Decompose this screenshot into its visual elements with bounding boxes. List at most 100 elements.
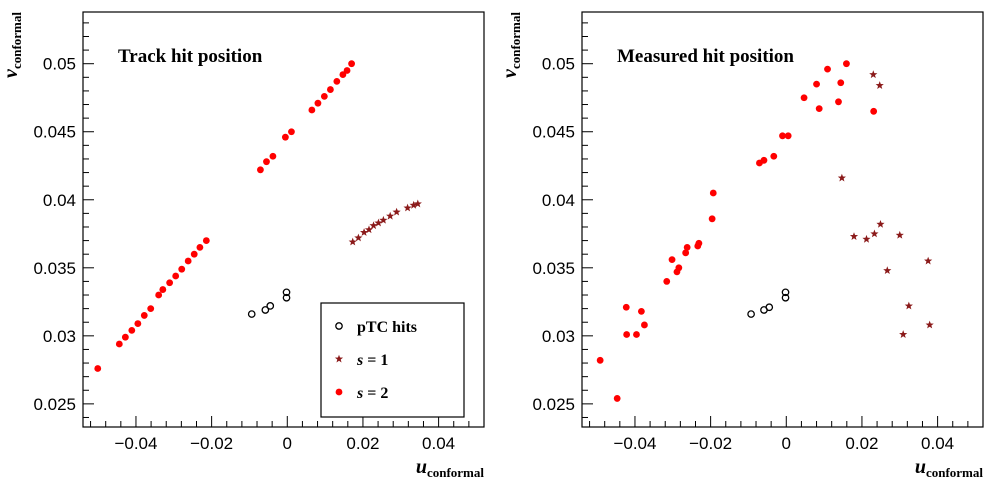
- x-tick-label: −0.04: [114, 434, 157, 453]
- data-point-s2: [121, 333, 129, 341]
- x-axis-label: uconformal: [416, 456, 485, 478]
- data-point-s2: [824, 65, 831, 73]
- series-s2: [94, 60, 355, 372]
- data-point-s1: [837, 173, 846, 182]
- data-point-s2: [140, 312, 148, 319]
- y-tick-label: 0.045: [33, 123, 76, 142]
- legend-label-s1: s = 1: [356, 352, 388, 369]
- y-tick-label: 0.025: [532, 395, 575, 414]
- data-point-s2: [760, 156, 768, 164]
- y-tick-label: 0.03: [43, 327, 76, 346]
- data-point-s1: [925, 320, 934, 329]
- legend-text-part: = 2: [363, 385, 388, 402]
- data-point-s1: [403, 203, 412, 212]
- y-axis-label-sub: conformal: [9, 12, 24, 69]
- data-point-s1: [876, 219, 885, 228]
- data-point-s1: [924, 256, 933, 265]
- data-point-s1: [875, 81, 884, 89]
- legend-marker-s1: [334, 354, 344, 363]
- x-axis-label-main: u: [915, 456, 926, 478]
- data-point-s2: [348, 60, 355, 68]
- y-tick-label: 0.035: [532, 259, 575, 278]
- left-panel-track-hit-position: −0.04 −0.02 0 0.02 0.04 0.025 0.03 0.035 0.04 0.0…: [0, 11, 485, 478]
- data-point-s1: [354, 233, 363, 242]
- data-point-s2: [682, 249, 690, 257]
- x-tick-label: −0.02: [689, 434, 732, 453]
- data-point-s2: [633, 331, 640, 338]
- data-point-s2: [815, 105, 823, 113]
- data-point-s2: [779, 132, 786, 140]
- data-point-ptc: [282, 293, 291, 302]
- data-point-ptc: [765, 303, 774, 312]
- y-tick-label: 0.025: [33, 395, 76, 414]
- series-s1: [348, 199, 422, 246]
- legend-label-ptc: pTC hits: [357, 319, 417, 336]
- data-point-ptc: [781, 288, 790, 297]
- data-point-s2: [596, 356, 604, 364]
- data-point-s1: [869, 70, 878, 79]
- legend-var: s: [356, 352, 363, 369]
- data-point-s2: [184, 257, 192, 265]
- legend-label-s2: s = 2: [356, 385, 388, 402]
- data-point-s1: [904, 301, 913, 310]
- data-point-s2: [128, 326, 136, 334]
- data-point-s1: [379, 215, 388, 224]
- y-tick-label: 0.035: [33, 259, 76, 278]
- data-point-s2: [115, 340, 123, 348]
- data-point-ptc: [781, 293, 790, 302]
- y-axis-label: vconformal: [499, 12, 523, 78]
- legend-box: [320, 302, 465, 418]
- right-panel-measured-hit-position: −0.04 −0.02 0 0.02 0.04 0.025 0.03 0.035 0.04 0.0…: [499, 11, 984, 478]
- legend-text-part: = 1: [363, 352, 388, 369]
- data-point-s2: [94, 365, 102, 372]
- data-point-s2: [263, 158, 270, 166]
- data-point-s2: [308, 106, 316, 114]
- series-ptc: [747, 288, 790, 318]
- data-point-s1: [369, 221, 378, 230]
- data-point-s2: [784, 132, 792, 140]
- data-point-s2: [134, 320, 142, 327]
- data-point-s2: [663, 278, 671, 285]
- data-point-s2: [327, 86, 334, 93]
- panel-title: Measured hit position: [617, 46, 794, 67]
- data-point-s2: [708, 215, 716, 223]
- data-point-s2: [159, 286, 167, 293]
- y-axis-label-main: v: [0, 68, 22, 78]
- data-point-s2: [178, 265, 186, 273]
- data-point-s2: [637, 307, 645, 315]
- data-point-s2: [166, 279, 174, 287]
- x-tick-label: 0.04: [921, 434, 954, 453]
- legend-marker-s2: [335, 388, 343, 396]
- data-point-s2: [333, 77, 341, 85]
- data-point-s1: [409, 200, 418, 209]
- legend-var: s: [356, 385, 363, 402]
- y-tick-label: 0.045: [532, 123, 575, 142]
- data-point-s2: [172, 272, 180, 280]
- data-point-s1: [849, 232, 859, 240]
- y-tick-label: 0.04: [43, 191, 76, 210]
- data-point-s1: [870, 229, 879, 238]
- data-point-ptc: [266, 302, 275, 310]
- y-axis-label: vconformal: [0, 12, 24, 78]
- data-point-s1: [413, 199, 422, 208]
- x-axis-label-sub: conformal: [427, 465, 484, 478]
- data-point-s2: [257, 166, 264, 174]
- y-tick-label: 0.05: [43, 55, 76, 74]
- data-point-s1: [374, 218, 383, 227]
- legend-marker-ptc: [335, 322, 343, 330]
- data-point-s1: [364, 225, 374, 234]
- data-point-s1: [862, 234, 871, 243]
- plot-frame: [82, 11, 485, 428]
- panel-title: Track hit position: [118, 46, 263, 67]
- data-point-s2: [281, 133, 289, 141]
- data-point-s1: [883, 266, 892, 274]
- data-point-s2: [668, 256, 676, 264]
- data-point-s2: [835, 98, 842, 106]
- data-point-s1: [386, 211, 395, 220]
- y-tick-label: 0.05: [542, 55, 575, 74]
- x-axis-label-main: u: [416, 456, 427, 478]
- data-point-s2: [147, 305, 155, 313]
- data-point-s2: [623, 331, 631, 338]
- data-point-s2: [320, 92, 328, 100]
